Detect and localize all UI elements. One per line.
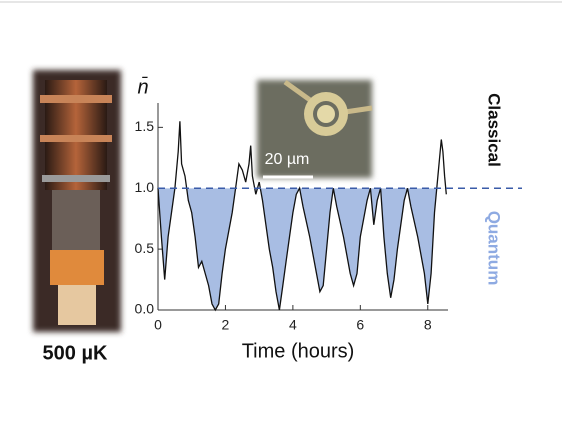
quantum-label: Quantum bbox=[485, 211, 504, 286]
y-tick-label: 0.0 bbox=[135, 301, 155, 317]
plot: 0.0 0.5 1.0 1.5 0 2 4 6 8 bbox=[135, 103, 522, 333]
y-axis-label: n̄ bbox=[137, 75, 148, 98]
y-tick-label: 1.0 bbox=[135, 179, 155, 195]
cryostat-photo bbox=[33, 70, 121, 332]
x-tick-label: 4 bbox=[289, 317, 297, 333]
x-axis-label: Time (hours) bbox=[242, 340, 355, 362]
classical-label: Classical bbox=[485, 93, 504, 167]
chip-inset: 20 µm bbox=[257, 79, 373, 179]
x-tick-label: 0 bbox=[154, 317, 162, 333]
temperature-label: 500 µK bbox=[43, 342, 108, 364]
y-tick-label: 0.5 bbox=[135, 240, 155, 256]
scale-bar-label: 20 µm bbox=[265, 151, 310, 168]
x-tick-label: 2 bbox=[222, 317, 230, 333]
data-line bbox=[157, 121, 447, 312]
y-tick-label: 1.5 bbox=[135, 118, 155, 134]
x-tick-label: 8 bbox=[424, 317, 432, 333]
x-tick-label: 6 bbox=[356, 317, 364, 333]
